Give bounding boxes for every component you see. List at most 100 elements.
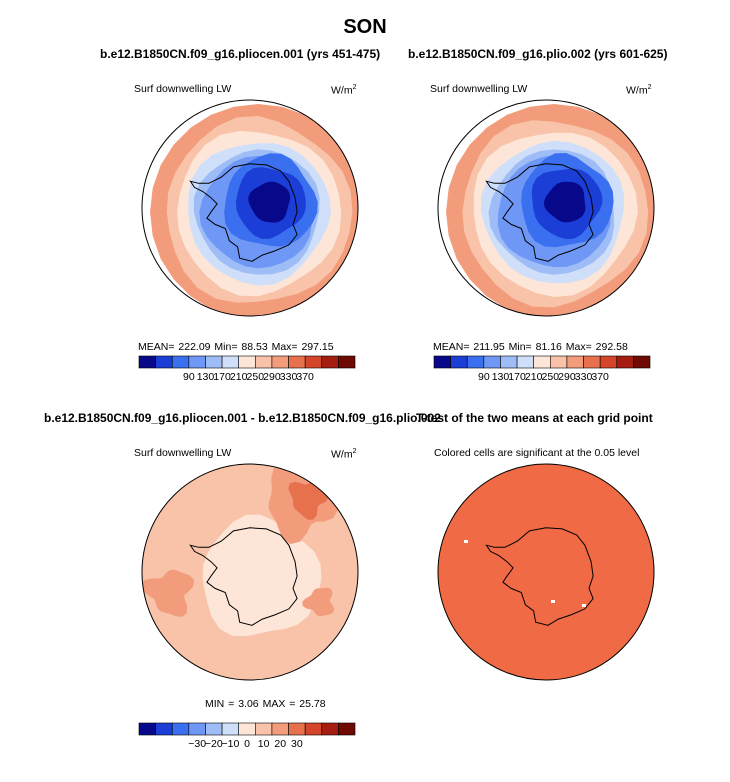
colorbar-tick-label: −30 [188, 738, 206, 750]
panel3-stats: MIN = 3.06 MAX = 25.78 [205, 698, 326, 710]
colorbar-tick-label: 370 [296, 371, 314, 383]
colorbar-tick-label: −10 [221, 738, 239, 750]
panel3-variable: Surf downwelling LW [134, 447, 232, 459]
colorbar-tick-label: 0 [244, 738, 250, 750]
colorbar-cell [433, 355, 451, 369]
panel1-title: b.e12.B1850CN.f09_g16.pliocen.001 (yrs 4… [100, 47, 381, 61]
colorbar-cell [338, 355, 356, 369]
colorbar-cell [238, 355, 256, 369]
colorbar-cell [338, 722, 356, 736]
colorbar-tick-label: 330 [575, 371, 593, 383]
colorbar-tick-label: 210 [230, 371, 248, 383]
insignificant-cell [551, 600, 555, 603]
panel3-title: b.e12.B1850CN.f09_g16.pliocen.001 - b.e1… [44, 411, 441, 425]
panel2-units: W/m2 [626, 84, 652, 97]
colorbar-cell [516, 355, 534, 369]
colorbar-tick-label: 90 [478, 371, 490, 383]
colorbar-tick-label: 20 [274, 738, 286, 750]
contour-band [543, 181, 586, 223]
colorbar-cell [188, 355, 206, 369]
colorbar-cell [633, 355, 651, 369]
panel1-units: W/m2 [331, 84, 357, 97]
map-boundary [141, 463, 359, 681]
colorbar-cell [205, 355, 223, 369]
panel2-title: b.e12.B1850CN.f09_g16.plio.002 (yrs 601-… [408, 47, 668, 61]
colorbar-tick-label: 130 [197, 371, 215, 383]
insignificant-cell [582, 604, 586, 607]
colorbar-cell [599, 355, 618, 369]
colorbar-cell [221, 355, 239, 369]
colorbar-cell [155, 355, 173, 369]
colorbar-cell [321, 722, 339, 736]
colorbar-cell [616, 355, 634, 369]
colorbar-tick-label: 370 [591, 371, 609, 383]
colorbar-tick-label: 170 [213, 371, 231, 383]
contour-band [302, 587, 335, 617]
colorbar-tick-label: 330 [280, 371, 298, 383]
colorbar-cell [304, 722, 323, 736]
colorbar-cell [238, 722, 256, 736]
colorbar-cell [221, 722, 239, 736]
colorbar-cell [188, 722, 206, 736]
colorbar-cell [288, 355, 306, 369]
panel3-map [141, 463, 359, 681]
colorbar-cell [450, 355, 468, 369]
panel1-map [141, 99, 359, 317]
contour-band [288, 481, 329, 520]
colorbar-tick-label: 10 [258, 738, 270, 750]
colorbar-tick-label: 90 [183, 371, 195, 383]
panel3-colorbar: −30−20−10 0 10 20 30 [138, 722, 356, 750]
panel1-variable: Surf downwelling LW [134, 83, 232, 95]
colorbar-cell [155, 722, 173, 736]
colorbar-cell [255, 722, 273, 736]
significance-fill [438, 464, 654, 680]
colorbar-tick-label: 250 [542, 371, 560, 383]
coastline [189, 527, 298, 626]
colorbar-cell [138, 722, 156, 736]
colorbar-cell [271, 355, 289, 369]
colorbar-cell [321, 355, 339, 369]
colorbar-cell [583, 355, 601, 369]
insignificant-cell [464, 540, 468, 543]
colorbar-tick-label: 250 [247, 371, 265, 383]
colorbar-cell [466, 355, 485, 369]
coastline [189, 163, 298, 262]
colorbar-cell [550, 355, 568, 369]
colorbar-cell [205, 722, 223, 736]
colorbar-cell [171, 355, 190, 369]
map-boundary [437, 99, 655, 317]
map-boundary [437, 463, 655, 681]
panel2-colorbar: 90 130 170 210 250 290 330 370 [433, 355, 651, 383]
colorbar-tick-label: 290 [263, 371, 281, 383]
panel4-title: T-test of the two means at each grid poi… [416, 411, 653, 425]
colorbar-cell [271, 722, 289, 736]
panel4-caption: Colored cells are significant at the 0.0… [434, 447, 640, 459]
colorbar-tick-label: −20 [205, 738, 223, 750]
colorbar-cell [533, 355, 551, 369]
panel4-map [437, 463, 655, 681]
panel3-units: W/m2 [331, 448, 357, 461]
panel2-variable: Surf downwelling LW [430, 83, 528, 95]
panel1-colorbar: 90 130 170 210 250 290 330 370 [138, 355, 356, 383]
contour-band [142, 569, 195, 617]
panel1-stats: MEAN= 222.09 Min= 88.53 Max= 297.15 [138, 341, 334, 353]
coastline [485, 163, 594, 262]
figure-title: SON [343, 16, 387, 38]
colorbar-cell [255, 355, 273, 369]
panel2-map [437, 99, 655, 317]
colorbar-tick-label: 30 [291, 738, 303, 750]
colorbar-cell [500, 355, 518, 369]
colorbar-tick-label: 210 [525, 371, 543, 383]
colorbar-cell [304, 355, 323, 369]
contour-band [248, 181, 291, 223]
colorbar-tick-label: 130 [492, 371, 510, 383]
colorbar-cell [171, 722, 190, 736]
colorbar-cell [566, 355, 584, 369]
colorbar-tick-label: 290 [558, 371, 576, 383]
coastline [485, 527, 594, 626]
panel2-stats: MEAN= 211.95 Min= 81.16 Max= 292.58 [433, 341, 628, 353]
colorbar-cell [483, 355, 501, 369]
colorbar-tick-label: 170 [508, 371, 526, 383]
colorbar-cell [138, 355, 156, 369]
colorbar-cell [288, 722, 306, 736]
